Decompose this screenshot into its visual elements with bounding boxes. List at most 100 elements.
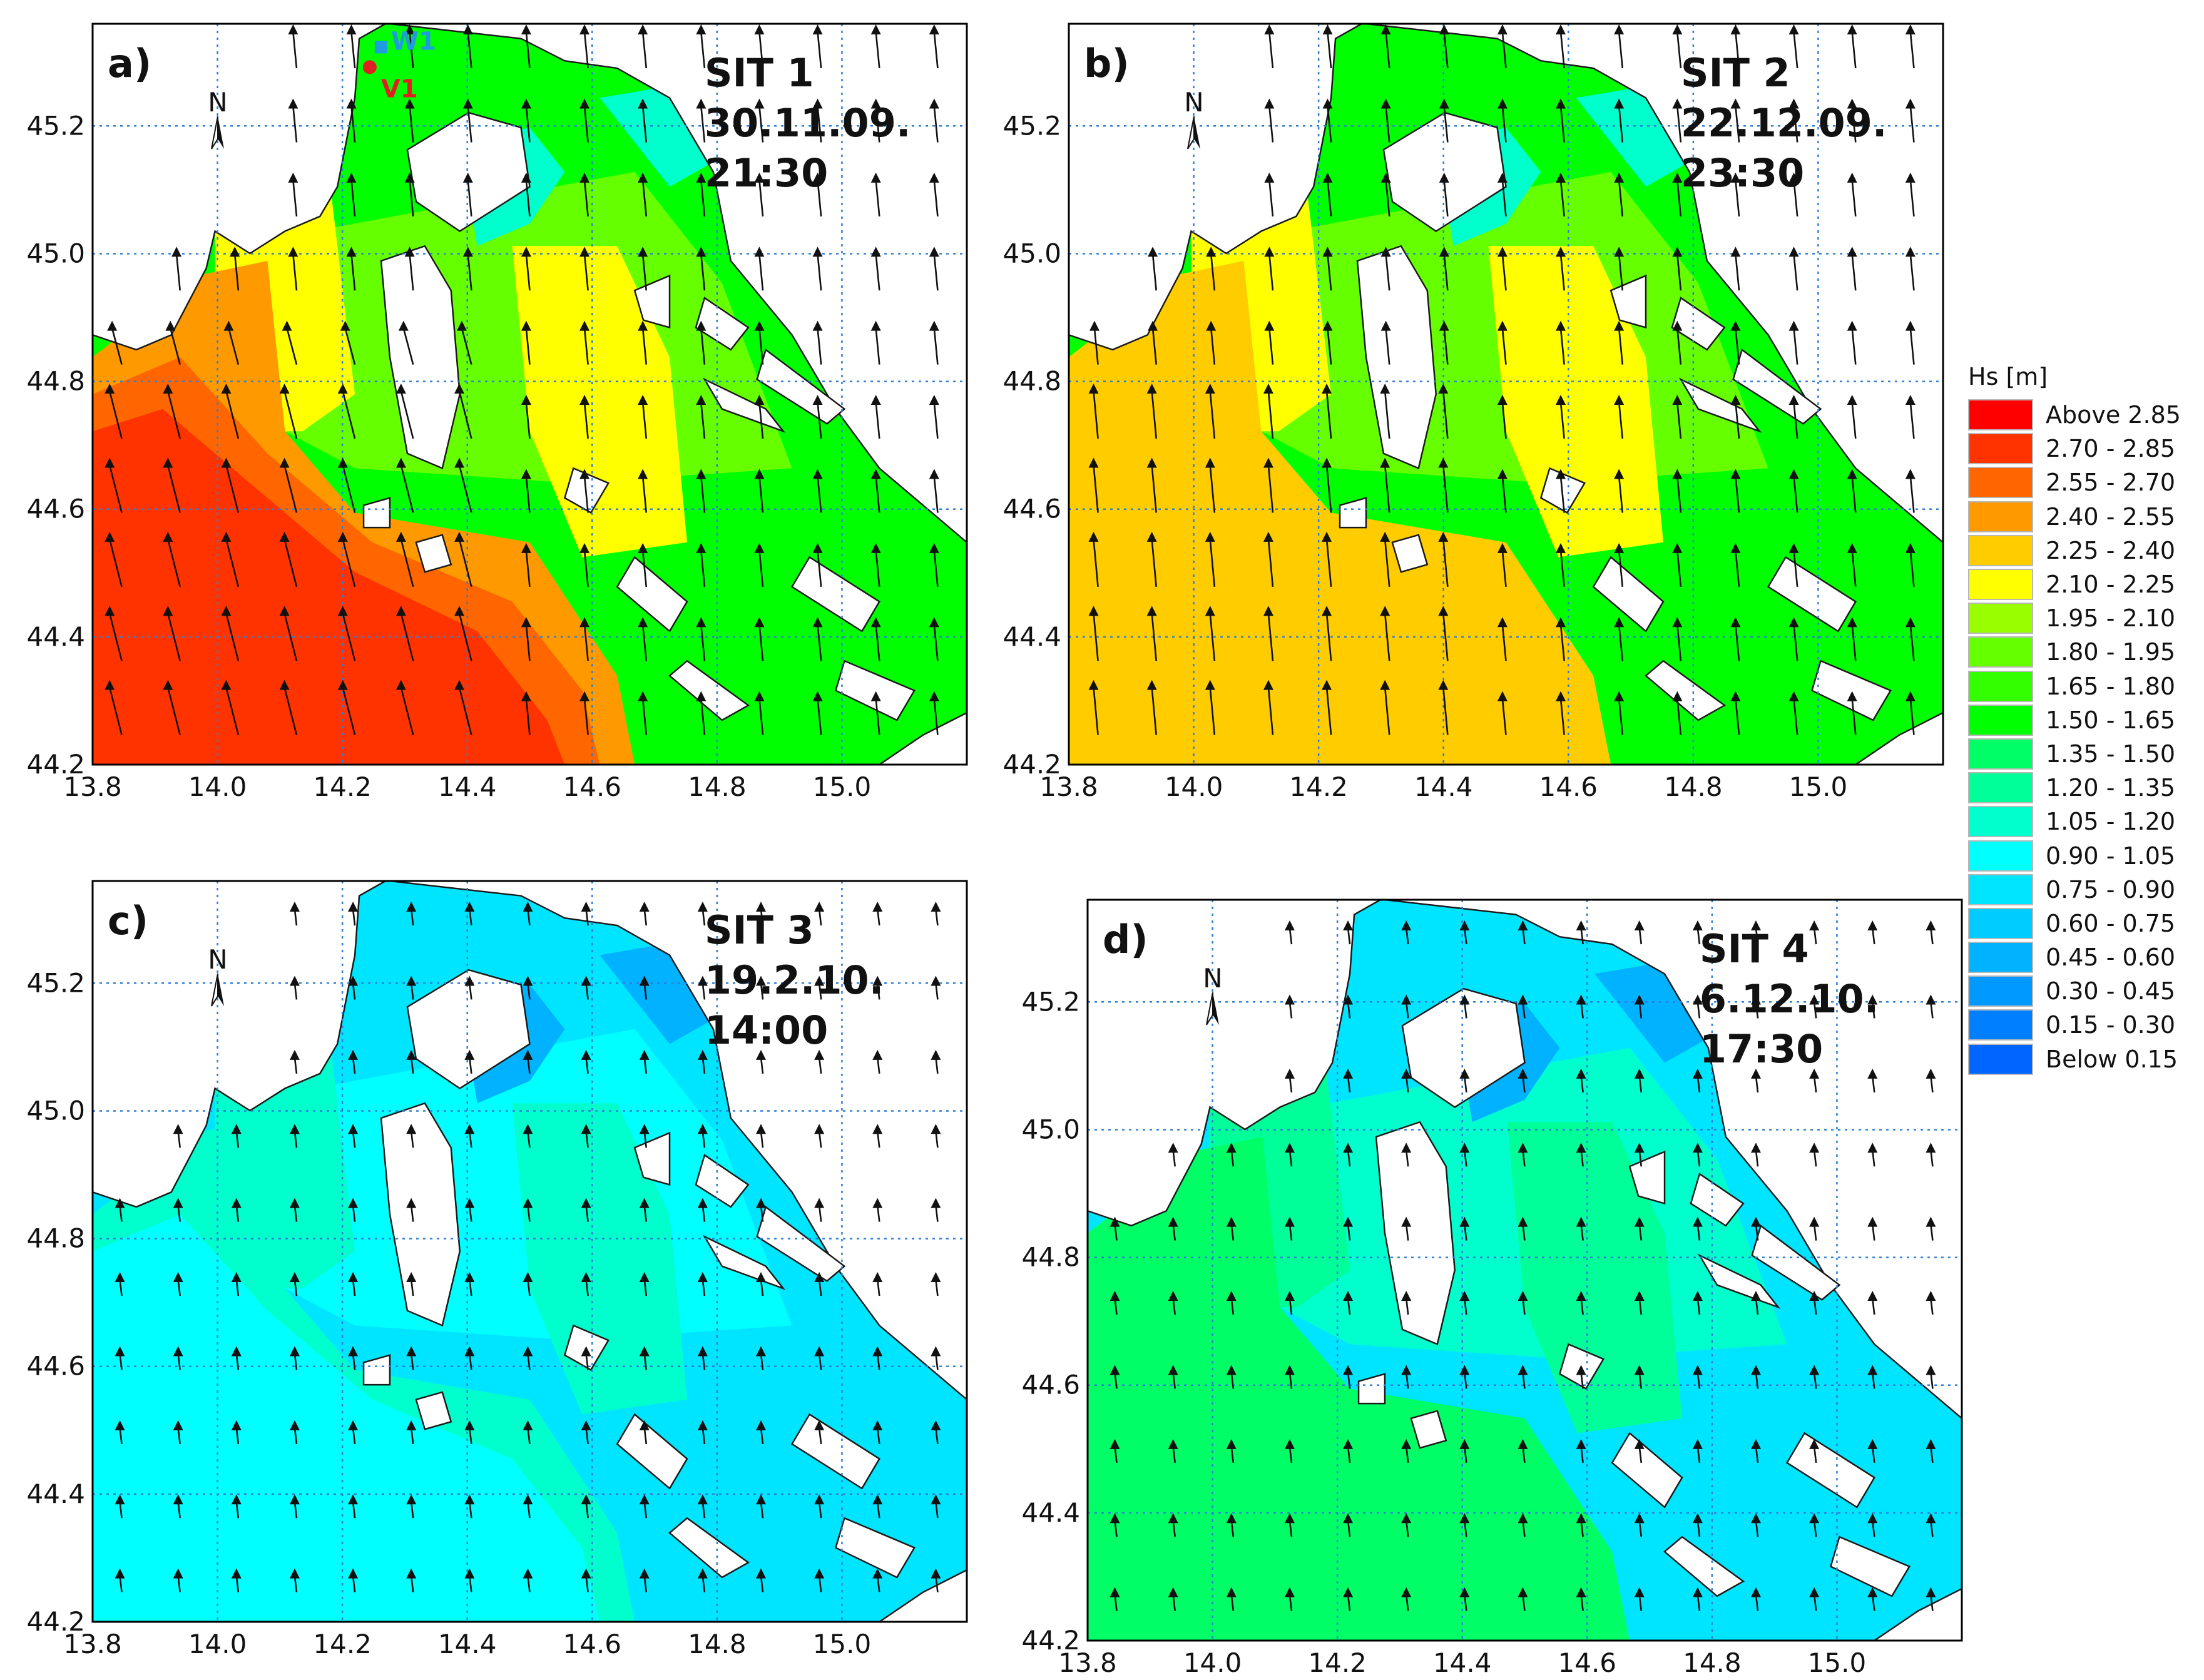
- wave-arrow: [758, 402, 764, 439]
- legend-label: 0.45 - 0.60: [2046, 944, 2176, 972]
- wave-arrow-head: [1401, 1068, 1412, 1079]
- wave-arrow-head: [1614, 691, 1625, 701]
- wave-arrow: [527, 1427, 531, 1444]
- wave-arrow: [1405, 1076, 1409, 1092]
- wave-arrow: [409, 254, 414, 291]
- wave-arrow-head: [1263, 531, 1273, 542]
- wave-arrow: [1209, 687, 1216, 735]
- wave-arrow-head: [523, 1198, 533, 1208]
- wave-arrow-head: [1264, 24, 1275, 35]
- wave-arrow: [1172, 1372, 1176, 1389]
- map-layers: [1086, 899, 1963, 1642]
- land-island: [380, 245, 461, 470]
- wave-arrow-head: [1905, 24, 1916, 35]
- wave-arrow: [286, 328, 298, 365]
- wave-arrow: [702, 1427, 706, 1444]
- wave-arrow: [1559, 328, 1565, 365]
- wave-arrow-head: [1809, 1291, 1820, 1301]
- wave-arrow: [342, 613, 356, 661]
- wave-arrow-head: [279, 680, 290, 690]
- wave-arrow-head: [812, 395, 823, 405]
- wave-arrow-head: [1847, 320, 1857, 331]
- wave-arrow-head: [1380, 98, 1391, 109]
- wave-arrow: [1443, 106, 1449, 143]
- wave-arrow-head: [1847, 98, 1857, 109]
- wave-arrow: [818, 1279, 822, 1296]
- wave-arrow: [177, 1279, 181, 1296]
- y-tick-label: 44.6: [1003, 494, 1061, 524]
- wave-arrow-head: [1614, 24, 1625, 35]
- wave-arrow: [875, 254, 880, 291]
- legend-item: 0.90 - 1.05: [1968, 838, 2193, 872]
- wave-arrow: [643, 1205, 648, 1222]
- wave-arrow-head: [521, 247, 531, 257]
- wave-arrow: [702, 1057, 706, 1074]
- wave-arrow: [1851, 106, 1857, 143]
- wave-arrow: [400, 687, 414, 735]
- legend-label: 0.30 - 0.45: [2046, 977, 2176, 1005]
- wave-arrow: [525, 328, 531, 365]
- wave-arrow: [875, 476, 880, 513]
- wave-arrow: [469, 1353, 472, 1370]
- wave-arrow: [760, 1353, 764, 1370]
- wave-arrow: [409, 180, 414, 216]
- wave-zone-peak: [1069, 409, 1541, 765]
- wave-arrow: [1676, 698, 1682, 735]
- land-islet: [1339, 497, 1367, 529]
- wave-arrow: [525, 698, 531, 735]
- wave-arrow-head: [348, 1494, 359, 1505]
- wave-arrow: [1464, 1520, 1467, 1537]
- wave-arrow-head: [1926, 920, 1936, 931]
- wave-arrow: [1501, 106, 1507, 143]
- wave-arrow: [1930, 927, 1934, 945]
- wave-arrow: [1696, 1446, 1701, 1463]
- x-tick-label: 14.2: [313, 771, 372, 802]
- wave-arrow-head: [1439, 247, 1449, 257]
- x-tick-label: 13.8: [1058, 1647, 1117, 1678]
- wave-arrow: [935, 1057, 939, 1074]
- wave-arrow-head: [171, 247, 182, 257]
- wave-arrow: [1638, 1372, 1643, 1389]
- wave-arrow: [643, 909, 648, 926]
- wave-arrow: [702, 1353, 706, 1370]
- north-arrow-icon: [211, 116, 224, 150]
- wave-arrow-head: [1148, 247, 1158, 257]
- wave-arrow: [235, 1131, 240, 1148]
- wave-arrow: [1172, 1150, 1176, 1167]
- land-islet: [1751, 1224, 1841, 1301]
- wave-arrow: [1209, 390, 1216, 439]
- wave-arrow-head: [1556, 469, 1566, 479]
- land-islet: [633, 274, 671, 329]
- wave-arrow-head: [1343, 1438, 1354, 1449]
- wave-arrow: [1638, 1446, 1643, 1463]
- wave-arrow-head: [1809, 994, 1820, 1005]
- wave-arrow: [1638, 1076, 1643, 1092]
- wave-arrow-head: [1226, 1216, 1237, 1227]
- wave-arrow-head: [697, 1124, 708, 1134]
- wave-arrow: [1793, 106, 1798, 143]
- wave-arrow: [1696, 1594, 1701, 1611]
- wave-arrow: [235, 1279, 240, 1296]
- panel-b: 13.8 14.0 14.2 14.4 14.6 14.8 15.0 45.2 45.0 44.8…: [976, 0, 1959, 838]
- wave-arrow: [292, 31, 298, 69]
- wave-arrow: [225, 465, 240, 513]
- wave-zone-peak: [1088, 1285, 1560, 1641]
- wave-arrow-head: [1459, 1365, 1470, 1375]
- wave-arrow: [876, 983, 880, 1000]
- wave-arrows: [115, 902, 941, 1592]
- wave-arrow-head: [404, 247, 415, 257]
- situation-label: SIT 4: [1700, 926, 1809, 972]
- legend-swatch: [1968, 501, 2033, 532]
- wave-arrow-head: [523, 1124, 533, 1134]
- wave-arrow-head: [282, 320, 292, 331]
- wave-arrow-head: [1672, 691, 1683, 701]
- wave-arrow: [1793, 31, 1798, 69]
- wave-arrow: [467, 180, 472, 216]
- wave-arrow: [760, 909, 764, 926]
- wave-arrow: [1288, 1446, 1293, 1463]
- wave-arrow: [1151, 390, 1157, 439]
- wave-arrow: [1871, 1224, 1875, 1241]
- situation-date: 6.12.10.: [1700, 976, 1879, 1022]
- wave-arrow: [410, 909, 414, 926]
- wave-arrow: [817, 328, 822, 365]
